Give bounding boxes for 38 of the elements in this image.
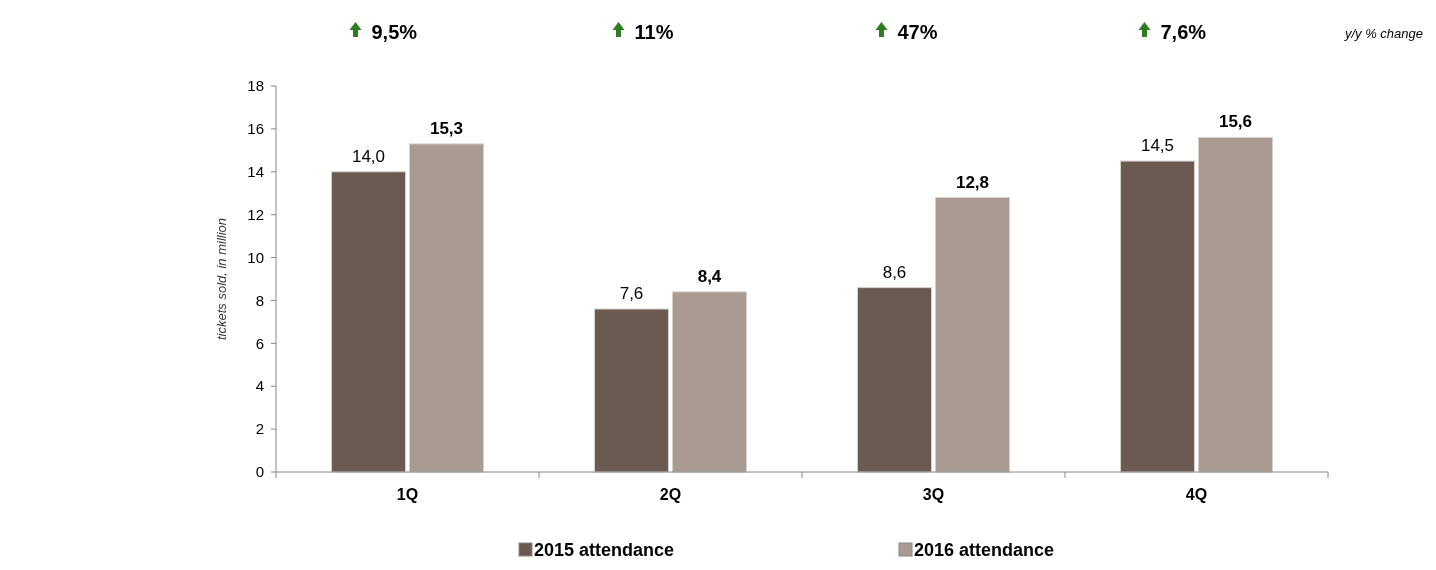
bar (409, 143, 484, 473)
y-tick-label: 14 (247, 163, 264, 181)
bar (1120, 160, 1195, 473)
data-label: 14,5 (1140, 136, 1175, 156)
y-tick-label: 4 (255, 377, 264, 395)
legend-label: 2016 attendance (914, 540, 1055, 560)
data-label: 15,6 (1218, 112, 1253, 132)
x-tick-label: 4Q (1185, 486, 1208, 503)
y-tick-label: 12 (247, 205, 264, 223)
bar (594, 308, 669, 473)
x-tick-label: 3Q (922, 486, 945, 503)
data-label: 15,3 (429, 118, 464, 138)
text: 11% (634, 21, 674, 43)
y-tick-label: 16 (247, 120, 264, 138)
bar (935, 197, 1010, 473)
y-tick-label: 10 (247, 248, 264, 266)
data-label: 12,8 (955, 172, 990, 192)
bar (857, 287, 932, 473)
y-tick-label: 6 (255, 334, 264, 352)
bar (331, 171, 406, 473)
x-tick-label: 1Q (396, 486, 419, 503)
text: 7,6% (1160, 21, 1207, 43)
data-label: 8,6 (882, 262, 907, 282)
data-label: 7,6 (619, 284, 644, 304)
bar (672, 291, 747, 473)
legend-label: 2015 attendance (534, 540, 675, 560)
y-tick-label: 18 (247, 77, 264, 95)
text: 47% (897, 21, 938, 43)
x-tick-label: 2Q (659, 486, 682, 503)
y-tick-label: 0 (255, 463, 264, 481)
data-label: 14,0 (351, 146, 386, 166)
bar (1198, 136, 1273, 473)
text: y/y % change (1343, 26, 1423, 41)
y-tick-label: 8 (255, 291, 264, 309)
y-axis-title: tickets sold, in million (214, 217, 229, 341)
y-tick-label: 2 (255, 420, 264, 438)
data-label: 8,4 (697, 266, 722, 286)
text: 9,5% (371, 21, 418, 43)
